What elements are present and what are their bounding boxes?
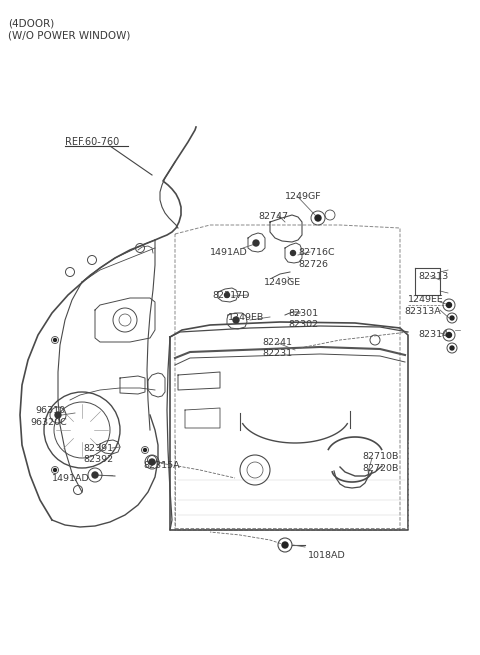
Circle shape xyxy=(55,412,61,418)
Text: 82302: 82302 xyxy=(288,320,318,329)
Circle shape xyxy=(225,293,229,297)
Text: 82726: 82726 xyxy=(298,260,328,269)
Text: 1249EB: 1249EB xyxy=(228,313,264,322)
Text: 1018AD: 1018AD xyxy=(308,551,346,560)
Circle shape xyxy=(53,339,57,341)
Text: (4DOOR): (4DOOR) xyxy=(8,18,54,28)
Text: 82314: 82314 xyxy=(418,330,448,339)
Circle shape xyxy=(233,317,239,323)
Circle shape xyxy=(253,240,259,246)
Text: 82391: 82391 xyxy=(83,444,113,453)
Circle shape xyxy=(290,250,296,255)
Text: REF.60-760: REF.60-760 xyxy=(65,137,119,147)
Text: 96310: 96310 xyxy=(35,406,65,415)
Circle shape xyxy=(450,316,454,320)
Text: 1249GF: 1249GF xyxy=(285,192,322,201)
Text: 82710B: 82710B xyxy=(362,452,398,461)
Text: 82301: 82301 xyxy=(288,309,318,318)
Text: 82720B: 82720B xyxy=(362,464,398,473)
Text: 82231: 82231 xyxy=(262,349,292,358)
Circle shape xyxy=(315,215,321,221)
Text: 82313: 82313 xyxy=(418,272,448,281)
Text: 1249EE: 1249EE xyxy=(408,295,444,304)
Circle shape xyxy=(450,346,454,350)
Circle shape xyxy=(149,459,155,465)
Circle shape xyxy=(446,303,452,307)
Text: 82392: 82392 xyxy=(83,455,113,464)
Circle shape xyxy=(53,468,57,472)
Text: (W/O POWER WINDOW): (W/O POWER WINDOW) xyxy=(8,30,131,40)
Text: 1491AD: 1491AD xyxy=(52,474,90,483)
Text: 82747: 82747 xyxy=(258,212,288,221)
Text: 82315A: 82315A xyxy=(143,461,180,470)
Circle shape xyxy=(144,449,146,451)
Text: 82317D: 82317D xyxy=(212,291,250,300)
Text: 82313A: 82313A xyxy=(404,307,441,316)
Text: 1249GE: 1249GE xyxy=(264,278,301,287)
Text: 82716C: 82716C xyxy=(298,248,335,257)
Circle shape xyxy=(446,333,452,337)
Circle shape xyxy=(282,542,288,548)
Text: 1491AD: 1491AD xyxy=(210,248,248,257)
Text: 96320C: 96320C xyxy=(30,418,67,427)
Text: 82241: 82241 xyxy=(262,338,292,347)
Circle shape xyxy=(92,472,98,478)
